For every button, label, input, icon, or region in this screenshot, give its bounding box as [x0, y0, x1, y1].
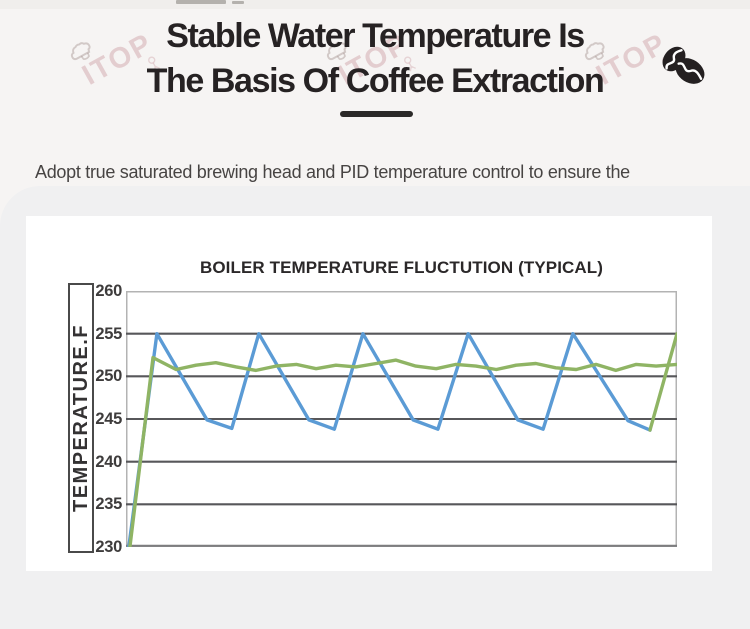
y-tick-label-255: 255	[95, 324, 122, 343]
y-tick-label-230: 230	[95, 538, 122, 556]
fluctuating-boiler-temperature-line	[127, 332, 652, 547]
y-tick-label-240: 240	[95, 452, 122, 471]
stable-temperature-rise-segment-line	[648, 332, 677, 432]
stable-pid-temperature-line	[128, 355, 677, 547]
coffee-beans-icon	[662, 46, 705, 84]
page-title: Stable Water Temperature Is The Basis Of…	[0, 14, 750, 104]
cropped-text-fragment	[176, 0, 226, 4]
y-tick-label-250: 250	[95, 367, 122, 386]
y-tick-label-235: 235	[95, 495, 122, 514]
y-tick-label-245: 245	[95, 410, 122, 428]
page-title-line1: Stable Water Temperature Is	[166, 17, 585, 55]
cropped-content-remnant	[0, 0, 750, 9]
temperature-line-chart	[126, 291, 677, 547]
page-title-line2: The Basis Of Coffee Extraction	[146, 62, 605, 100]
title-underline	[340, 111, 413, 117]
chart-title: BOILER TEMPERATURE FLUCTUTION (TYPICAL)	[199, 258, 604, 277]
y-axis-label-box: TEMPERATURE.F	[68, 283, 94, 553]
chart-card	[26, 216, 712, 571]
y-tick-label-260: 260	[95, 282, 122, 300]
cropped-text-fragment	[232, 1, 244, 4]
